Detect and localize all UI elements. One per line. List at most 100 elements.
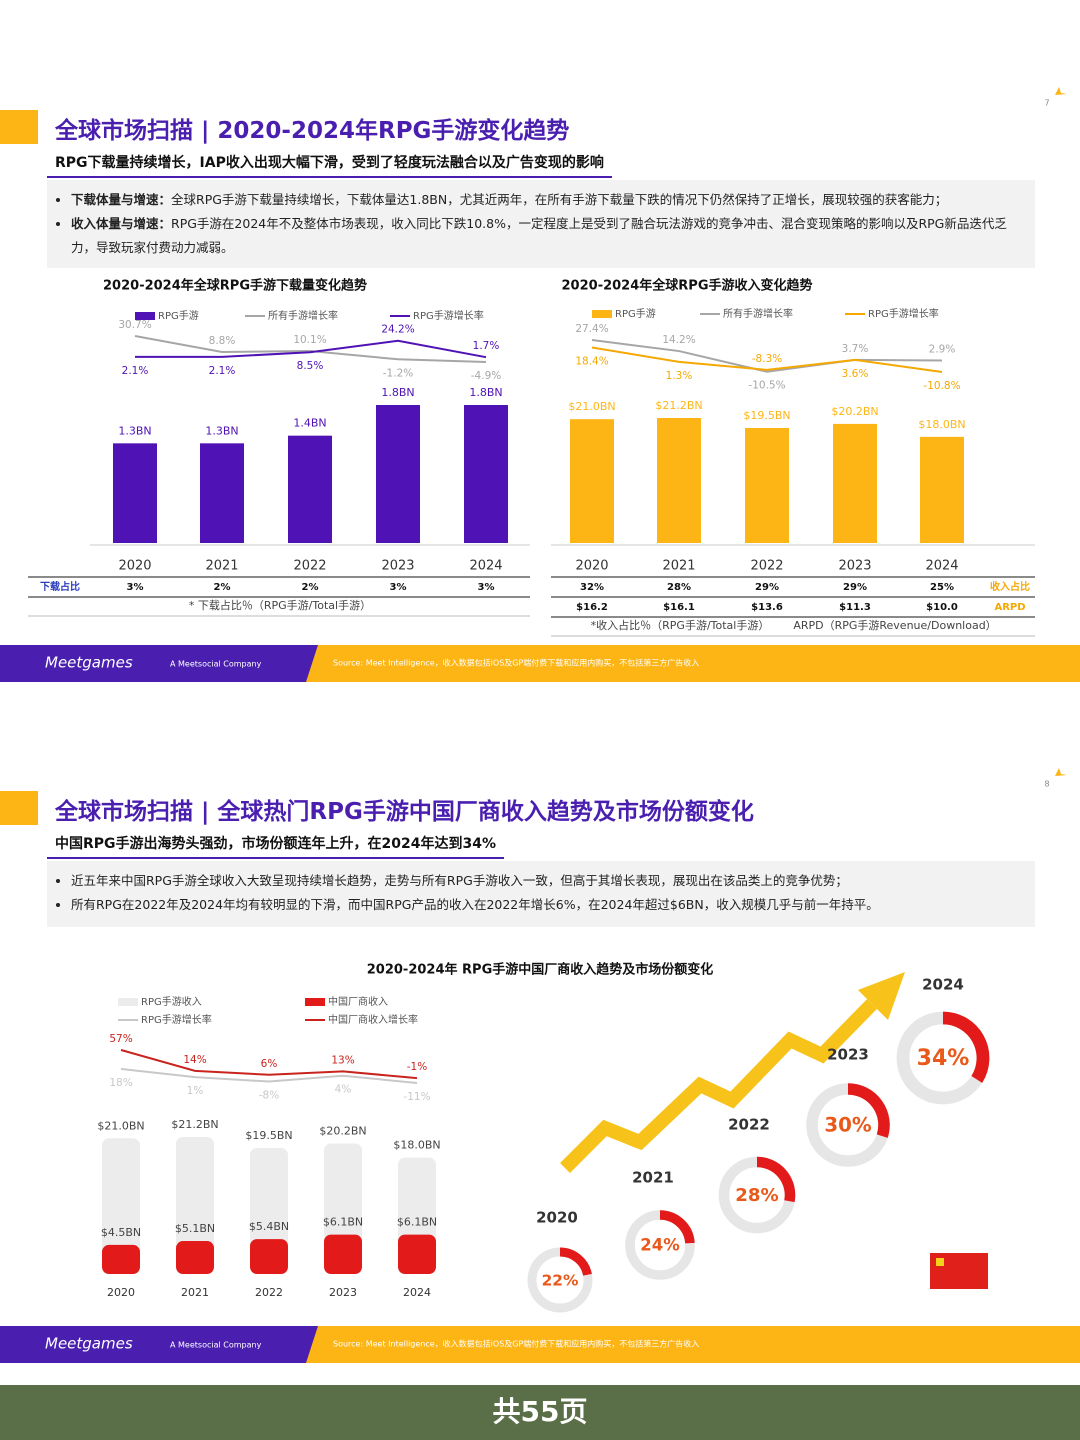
- x-tick-label: 2020: [575, 559, 608, 574]
- bar-value-label: $21.0BN: [97, 1119, 144, 1132]
- line-value-label: 27.4%: [575, 323, 608, 335]
- line-value-label: -8.3%: [752, 353, 782, 365]
- legend-label: RPG手游增长率: [141, 1013, 212, 1026]
- line-value-label: 3.6%: [842, 368, 869, 380]
- bar: [464, 405, 508, 543]
- table-row-label: 下载占比: [40, 580, 80, 593]
- bar-value-label: $19.5BN: [743, 409, 790, 422]
- bar: [102, 1138, 140, 1274]
- donut-year: 2024: [922, 976, 964, 994]
- line-value-label: 18.4%: [575, 356, 608, 368]
- bullet-box: [47, 861, 1035, 927]
- table-cell: 29%: [755, 582, 779, 593]
- table-cell: $11.3: [839, 602, 871, 613]
- page-mark: [1055, 768, 1067, 776]
- donut-year: 2021: [632, 1169, 674, 1187]
- trend-arrow-head: [858, 972, 905, 1020]
- line: [120, 1067, 418, 1084]
- x-tick-label: 2021: [662, 559, 695, 574]
- bullet: 近五年来中国RPG手游全球收入大致呈现持续增长趋势，走势与所有RPG手游收入一致…: [71, 869, 1015, 893]
- bullet: 下载体量与增速：全球RPG手游下载量持续增长，下载体量达1.8BN，尤其近两年，…: [71, 188, 1015, 212]
- footer-source: Source: Meet Intelligence，收入数据包括iOS及GP端付…: [333, 1339, 699, 1349]
- bar: [200, 443, 244, 543]
- donut-label: 22%: [542, 1272, 579, 1290]
- donut-label: 28%: [735, 1185, 778, 1206]
- bar: [920, 436, 964, 543]
- legend-swatch: [118, 998, 138, 1006]
- table-row-label: ARPD: [994, 602, 1025, 613]
- bar-value-label: $18.0BN: [393, 1139, 440, 1152]
- legend-label: 中国厂商收入增长率: [328, 1013, 418, 1026]
- slide-title: 全球市场扫描 | 2020-2024年RPG手游变化趋势: [55, 118, 570, 144]
- line-value-label: 24.2%: [381, 324, 414, 336]
- line-value-label: 10.1%: [293, 334, 326, 346]
- footer-source: Source: Meet Intelligence，收入数据包括iOS及GP端付…: [333, 658, 699, 668]
- footer-band-accent: [306, 1326, 1080, 1363]
- line-value-label: 8.5%: [297, 360, 324, 372]
- x-tick-label: 2023: [381, 559, 414, 574]
- line-value-label: 4%: [335, 1084, 352, 1096]
- trend-arrow: [560, 999, 877, 1173]
- bottom-bar: [0, 1385, 1080, 1440]
- bar-value-label: 1.3BN: [205, 424, 238, 437]
- bar-value-label: $20.2BN: [831, 405, 878, 418]
- bar-value-label: $21.2BN: [171, 1118, 218, 1131]
- line-value-label: 2.1%: [209, 365, 236, 377]
- bullet-text: RPG手游在2024年不及整体市场表现，收入同比下跌10.8%，一定程度上是受到…: [71, 216, 1007, 255]
- x-tick-label: 2024: [925, 559, 958, 574]
- line-value-label: 14.2%: [662, 334, 695, 346]
- table-row-label: 收入占比: [990, 580, 1030, 593]
- line-value-label: 2.1%: [122, 365, 149, 377]
- bar-value-label: $21.0BN: [568, 400, 615, 413]
- bullet-text: 近五年来中国RPG手游全球收入大致呈现持续增长趋势，走势与所有RPG手游收入一致…: [71, 873, 848, 888]
- bar: [102, 1244, 140, 1274]
- line-value-label: -4.9%: [471, 370, 501, 382]
- legend-swatch: [135, 312, 155, 320]
- legend-label: RPG手游收入: [141, 995, 202, 1008]
- footer-band: [0, 645, 330, 682]
- line: [135, 339, 487, 359]
- legend-label: RPG手游: [615, 307, 656, 320]
- table-cell: $10.0: [926, 602, 958, 613]
- bar: [376, 405, 420, 543]
- donut-year: 2022: [728, 1116, 770, 1134]
- legend-label: 所有手游增长率: [723, 307, 793, 320]
- legend-label: RPG手游增长率: [413, 309, 484, 322]
- table-cell: 25%: [930, 582, 954, 593]
- bullets: 下载体量与增速：全球RPG手游下载量持续增长，下载体量达1.8BN，尤其近两年，…: [55, 188, 1015, 260]
- bullet: 所有RPG在2022年及2024年均有较明显的下滑，而中国RPG产品的收入在20…: [71, 893, 1015, 917]
- slide-title: 全球市场扫描 | 全球热门RPG手游中国厂商收入趋势及市场份额变化: [55, 799, 754, 825]
- title-accent: [0, 791, 38, 825]
- x-tick-label: 2021: [205, 559, 238, 574]
- table-cell: 3%: [127, 582, 144, 593]
- line-value-label: 1.7%: [473, 340, 500, 352]
- line-value-label: 13%: [331, 1054, 354, 1066]
- bar: [250, 1239, 288, 1274]
- bar-value-label: $21.2BN: [655, 399, 702, 412]
- donut-arc: [659, 1210, 695, 1244]
- line: [591, 346, 943, 373]
- bar: [833, 423, 877, 543]
- donut-label: 30%: [824, 1114, 872, 1137]
- donut-year: 2023: [827, 1046, 869, 1064]
- footer-brand: Meetgames: [45, 654, 133, 672]
- bar: [570, 419, 614, 543]
- bullet: 收入体量与增速：RPG手游在2024年不及整体市场表现，收入同比下跌10.8%，…: [71, 212, 1015, 260]
- bar-value-label: $4.5BN: [101, 1226, 141, 1239]
- bullet-text: 所有RPG在2022年及2024年均有较明显的下滑，而中国RPG产品的收入在20…: [71, 897, 879, 912]
- page-number: 7: [1044, 99, 1049, 108]
- table-cell: 3%: [390, 582, 407, 593]
- page-count: 共55页: [493, 1395, 588, 1428]
- line-value-label: 57%: [109, 1033, 132, 1045]
- donut-label: 24%: [640, 1236, 680, 1255]
- page-number: 8: [1044, 780, 1049, 789]
- donut-arc: [847, 1083, 890, 1138]
- chart-note: *收入占比％（RPG手游/Total手游）: [591, 618, 770, 632]
- bar-value-label: 1.8BN: [469, 386, 502, 399]
- bar: [657, 418, 701, 543]
- slide-subtitle: RPG下载量持续增长，IAP收入出现大幅下滑，受到了轻度玩法融合以及广告变现的影…: [47, 152, 612, 178]
- bar: [324, 1234, 362, 1274]
- title-accent: [0, 110, 38, 144]
- line-value-label: 3.7%: [842, 343, 869, 355]
- line-value-label: 8.8%: [209, 335, 236, 347]
